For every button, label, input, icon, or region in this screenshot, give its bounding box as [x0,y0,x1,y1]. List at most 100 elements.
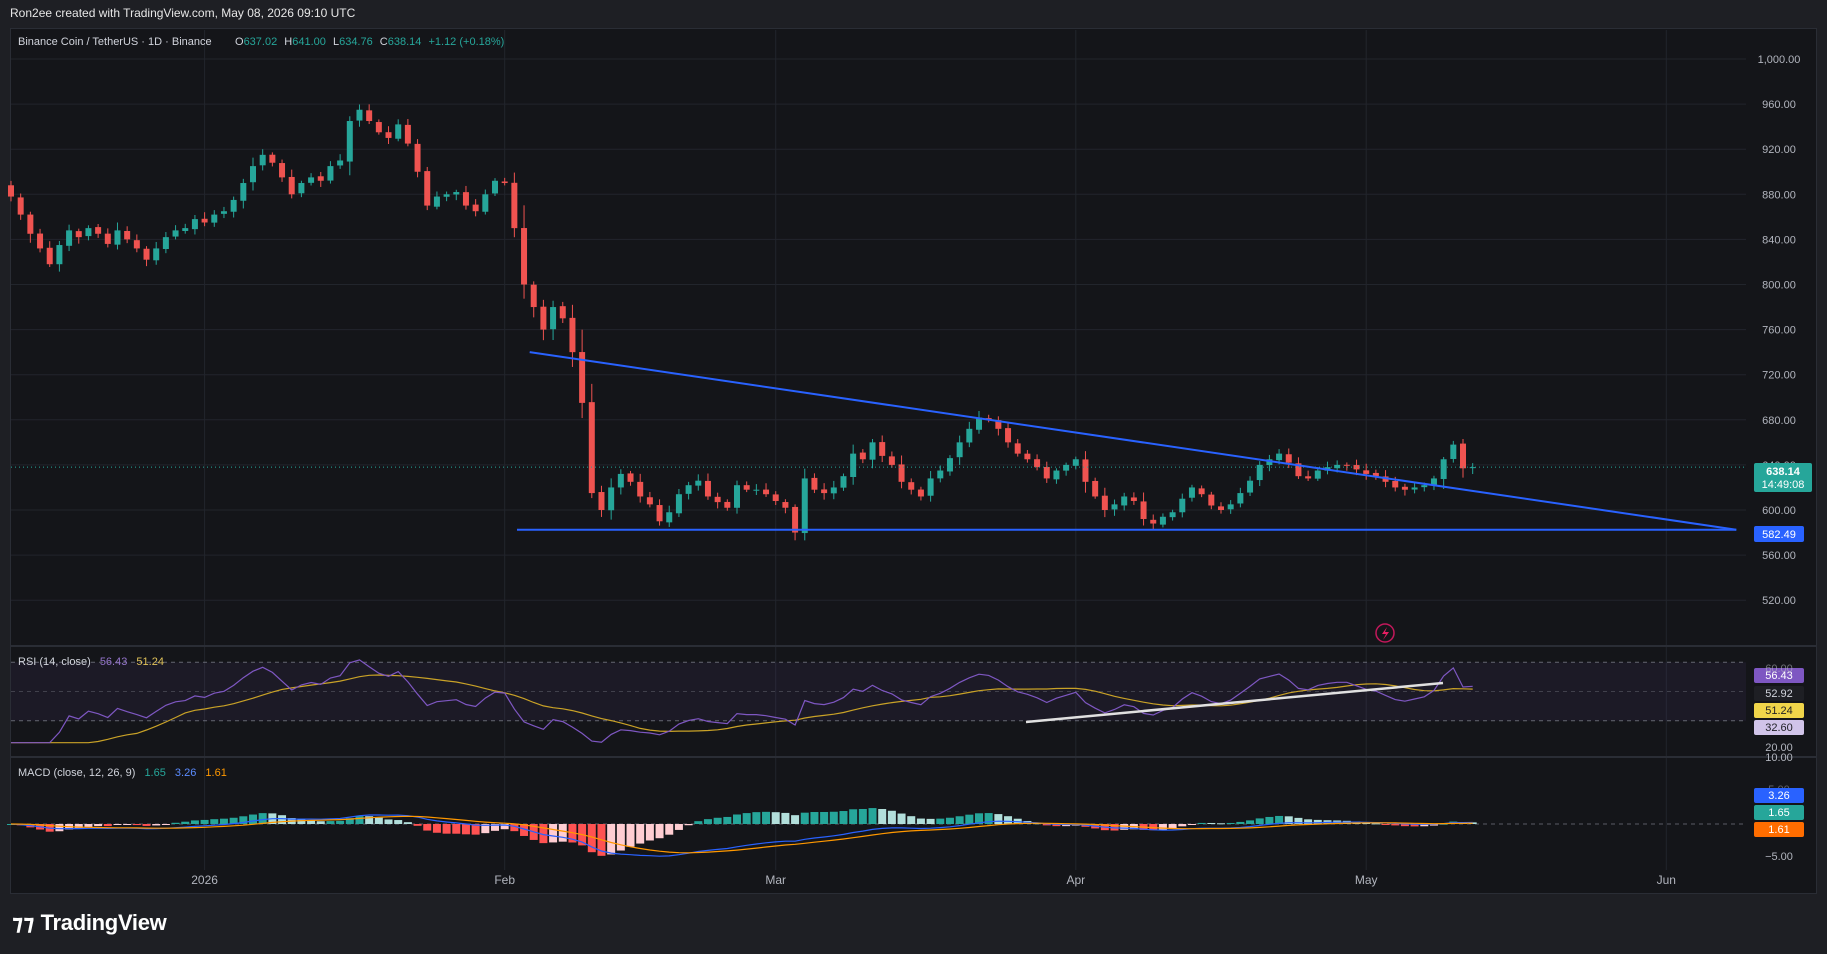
candle-body [627,473,634,482]
candle-body [201,218,208,223]
candle-body [104,233,111,244]
grid [11,30,1746,870]
macd-hist-bar [539,824,548,844]
macd-hist-bar [55,824,64,832]
candle-body [1179,498,1186,513]
macd-hist-bar [587,824,596,853]
macd-hist-bar [413,824,422,826]
candle-body [946,458,953,472]
candle-body [743,485,750,490]
macd-hist-bar [132,824,141,826]
macd-hist-bar [849,809,858,824]
macd-hist-bar [549,824,558,843]
macd-hist-bar [103,824,112,827]
macd-axis-neg5: −5.00 [1765,851,1793,863]
macd-hist-bar [1004,816,1013,824]
macd-hist-bar [345,818,354,824]
time-tick-label: May [1355,873,1378,887]
macd-hist-bar [1304,819,1313,824]
price-badge-value: 638.14 [1766,466,1801,478]
candle-body [501,181,508,184]
candle-body [337,160,344,166]
macd-badge-macd: 3.26 [1768,790,1789,802]
candle-body [1334,464,1341,469]
candle-body [1266,459,1273,466]
candle-body [1005,428,1012,443]
candle-body [1227,504,1234,510]
candle-body [927,478,934,496]
macd-hist-bar [655,824,664,839]
legend-high: 641.00 [292,36,326,48]
macd-hist-bar [374,817,383,824]
candle-body [937,470,944,479]
macd-hist-bar [1371,823,1380,825]
macd-hist-bar [403,822,412,824]
macd-hist-bar [810,812,819,824]
price-tick-label: 800.00 [1762,280,1796,292]
candle-body [1430,478,1437,486]
macd-hist-bar [781,812,790,824]
macd-legend: MACD (close, 12, 26, 9) 1.65 3.26 1.61 [18,767,227,779]
macd-hist-bar [791,815,800,824]
candle-body [598,492,605,510]
candle-body [521,228,528,285]
macd-hist-bar [1120,824,1129,830]
macd-hist-bar [887,810,896,824]
macd-hist-bar [945,817,954,824]
candle-body [327,166,334,181]
candle-body [492,180,498,194]
price-tick-label: 560.00 [1762,550,1796,562]
candle-body [153,248,160,261]
candle-body [395,124,402,139]
candle-body [85,228,92,237]
candle-body [56,245,63,265]
signal-line [10,815,1473,854]
macd-hist-bar [520,824,529,836]
macd-hist-bar [200,819,209,824]
macd-hist-bar [1217,823,1225,825]
macd-hist-bar [161,824,170,825]
tradingview-logo[interactable]: ⁊⁊ TradingView [12,910,167,936]
legend-h-label: H [284,36,292,48]
chart-frame [10,28,1817,894]
rsi-badge-ma: 51.24 [1765,705,1793,717]
candle-body [704,480,711,497]
macd-legend-hist: 1.65 [144,767,165,779]
legend-ohlc: O637.02 H641.00 L634.76 C638.14 +1.12 (+… [235,36,504,48]
macd-hist-bar [626,824,635,847]
lightning-icon[interactable] [1375,623,1395,643]
macd-hist-bar [558,824,567,842]
candle-body [656,505,663,522]
rsi-pane [11,659,1746,744]
candle-body [666,512,673,523]
macd-hist-bar [752,812,761,824]
candle-body [588,402,595,494]
macd-hist-bar [694,821,703,824]
candle-body [1159,516,1166,525]
candle-body [162,237,169,250]
macd-hist-bar [684,824,693,826]
candle-body [976,417,982,430]
candle-body [1256,464,1263,481]
candle-body [346,121,353,162]
macd-hist-bar [1236,821,1245,824]
overlays [11,351,1746,531]
time-tick-label: 2026 [191,873,218,887]
candle-body [724,501,731,508]
candle-body [95,227,102,234]
time-tick-label: Apr [1066,873,1085,887]
macd-hist-bar [142,824,151,826]
candle-body [133,240,140,249]
legend-change: +1.12 (+0.18%) [428,36,504,48]
candle-body [250,166,256,183]
macd-axis-10: 10.00 [1765,752,1793,764]
macd-hist-bar [307,820,316,824]
candle-body [1353,465,1360,470]
legend-close: 638.14 [388,36,422,48]
macd-hist-bar [1255,818,1264,824]
candle-body [869,442,876,460]
candle-body [1247,480,1254,493]
price-tick-label: 520.00 [1762,595,1796,607]
candle-body [114,230,121,245]
